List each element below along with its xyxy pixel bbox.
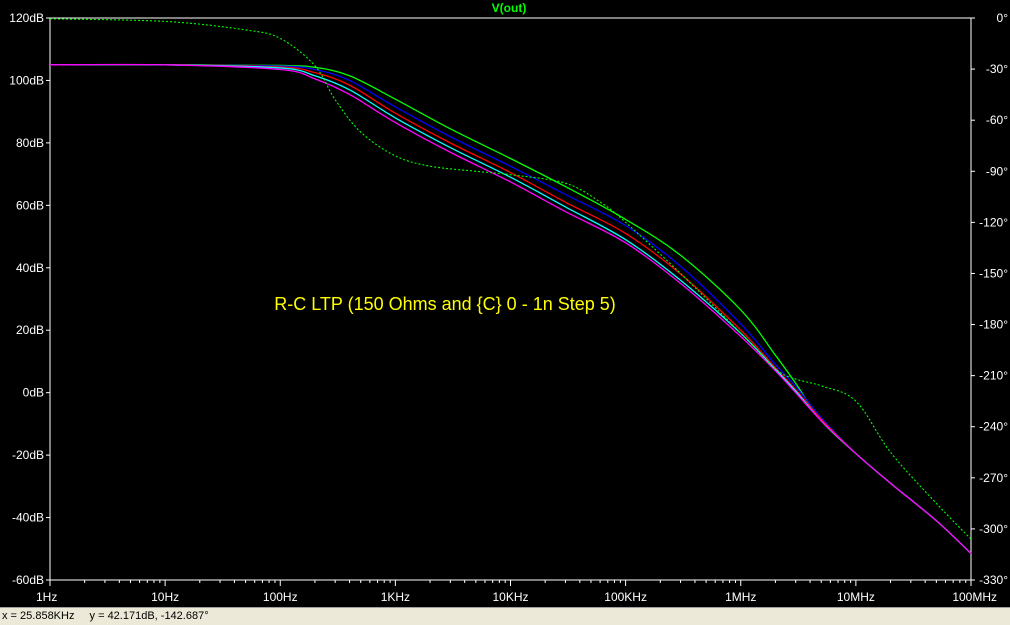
- y-tick-label: -60dB: [12, 573, 44, 587]
- status-bar: x = 25.858KHz y = 42.171dB, -142.687°: [0, 607, 1010, 625]
- y-tick-label: 40dB: [16, 261, 44, 275]
- y-tick-label: 20dB: [16, 323, 44, 337]
- x-tick-label: 1Hz: [36, 590, 57, 604]
- x-tick-label: 10Hz: [151, 590, 179, 604]
- x-tick-label: 1MHz: [725, 590, 756, 604]
- x-tick-label: 1KHz: [381, 590, 410, 604]
- x-tick-label: 100KHz: [604, 590, 647, 604]
- y2-tick-label: -210°: [979, 369, 1008, 383]
- bode-plot[interactable]: V(out) 120dB 100dB 80dB 60dB 40dB 20dB 0dB -20d…: [0, 0, 1010, 607]
- y2-tick-label: -120°: [979, 215, 1008, 229]
- y-tick-label: 100dB: [9, 73, 44, 87]
- chart-title: V(out): [492, 1, 527, 15]
- plot-series: [49, 18, 972, 554]
- plot-background: [0, 0, 1010, 607]
- y-tick-label: 120dB: [9, 11, 44, 25]
- x-tick-label: 10KHz: [492, 590, 528, 604]
- phase-series-line: [49, 18, 972, 540]
- y2-tick-label: 0°: [997, 11, 1009, 25]
- y2-tick-label: -30°: [986, 62, 1008, 76]
- magnitude-series-line-5: [49, 63, 972, 554]
- y2-tick-label: -240°: [979, 420, 1008, 434]
- cursor-y-readout: y = 42.171dB, -142.687°: [89, 610, 209, 622]
- y-tick-label: 60dB: [16, 198, 44, 212]
- chart-annotation: R-C LTP (150 Ohms and {C} 0 - 1n Step 5): [274, 294, 616, 314]
- y-tick-label: -40dB: [12, 511, 44, 525]
- x-tick-label: 10MHz: [837, 590, 875, 604]
- y2-tick-label: -300°: [979, 522, 1008, 536]
- x-tick-label: 100MHz: [952, 590, 997, 604]
- cursor-x-readout: x = 25.858KHz: [2, 610, 75, 622]
- y2-tick-label: -60°: [986, 113, 1008, 127]
- y-tick-label: 80dB: [16, 136, 44, 150]
- y2-tick-label: -180°: [979, 318, 1008, 332]
- y-tick-label: -20dB: [12, 448, 44, 462]
- y2-tick-label: -330°: [979, 573, 1008, 587]
- y2-tick-label: -150°: [979, 266, 1008, 280]
- x-tick-label: 100Hz: [263, 590, 298, 604]
- y2-tick-label: -270°: [979, 471, 1008, 485]
- y-tick-label: 0dB: [23, 386, 44, 400]
- axes: 120dB 100dB 80dB 60dB 40dB 20dB 0dB -20dB -40dB -…: [9, 11, 1008, 604]
- y2-tick-label: -90°: [986, 164, 1008, 178]
